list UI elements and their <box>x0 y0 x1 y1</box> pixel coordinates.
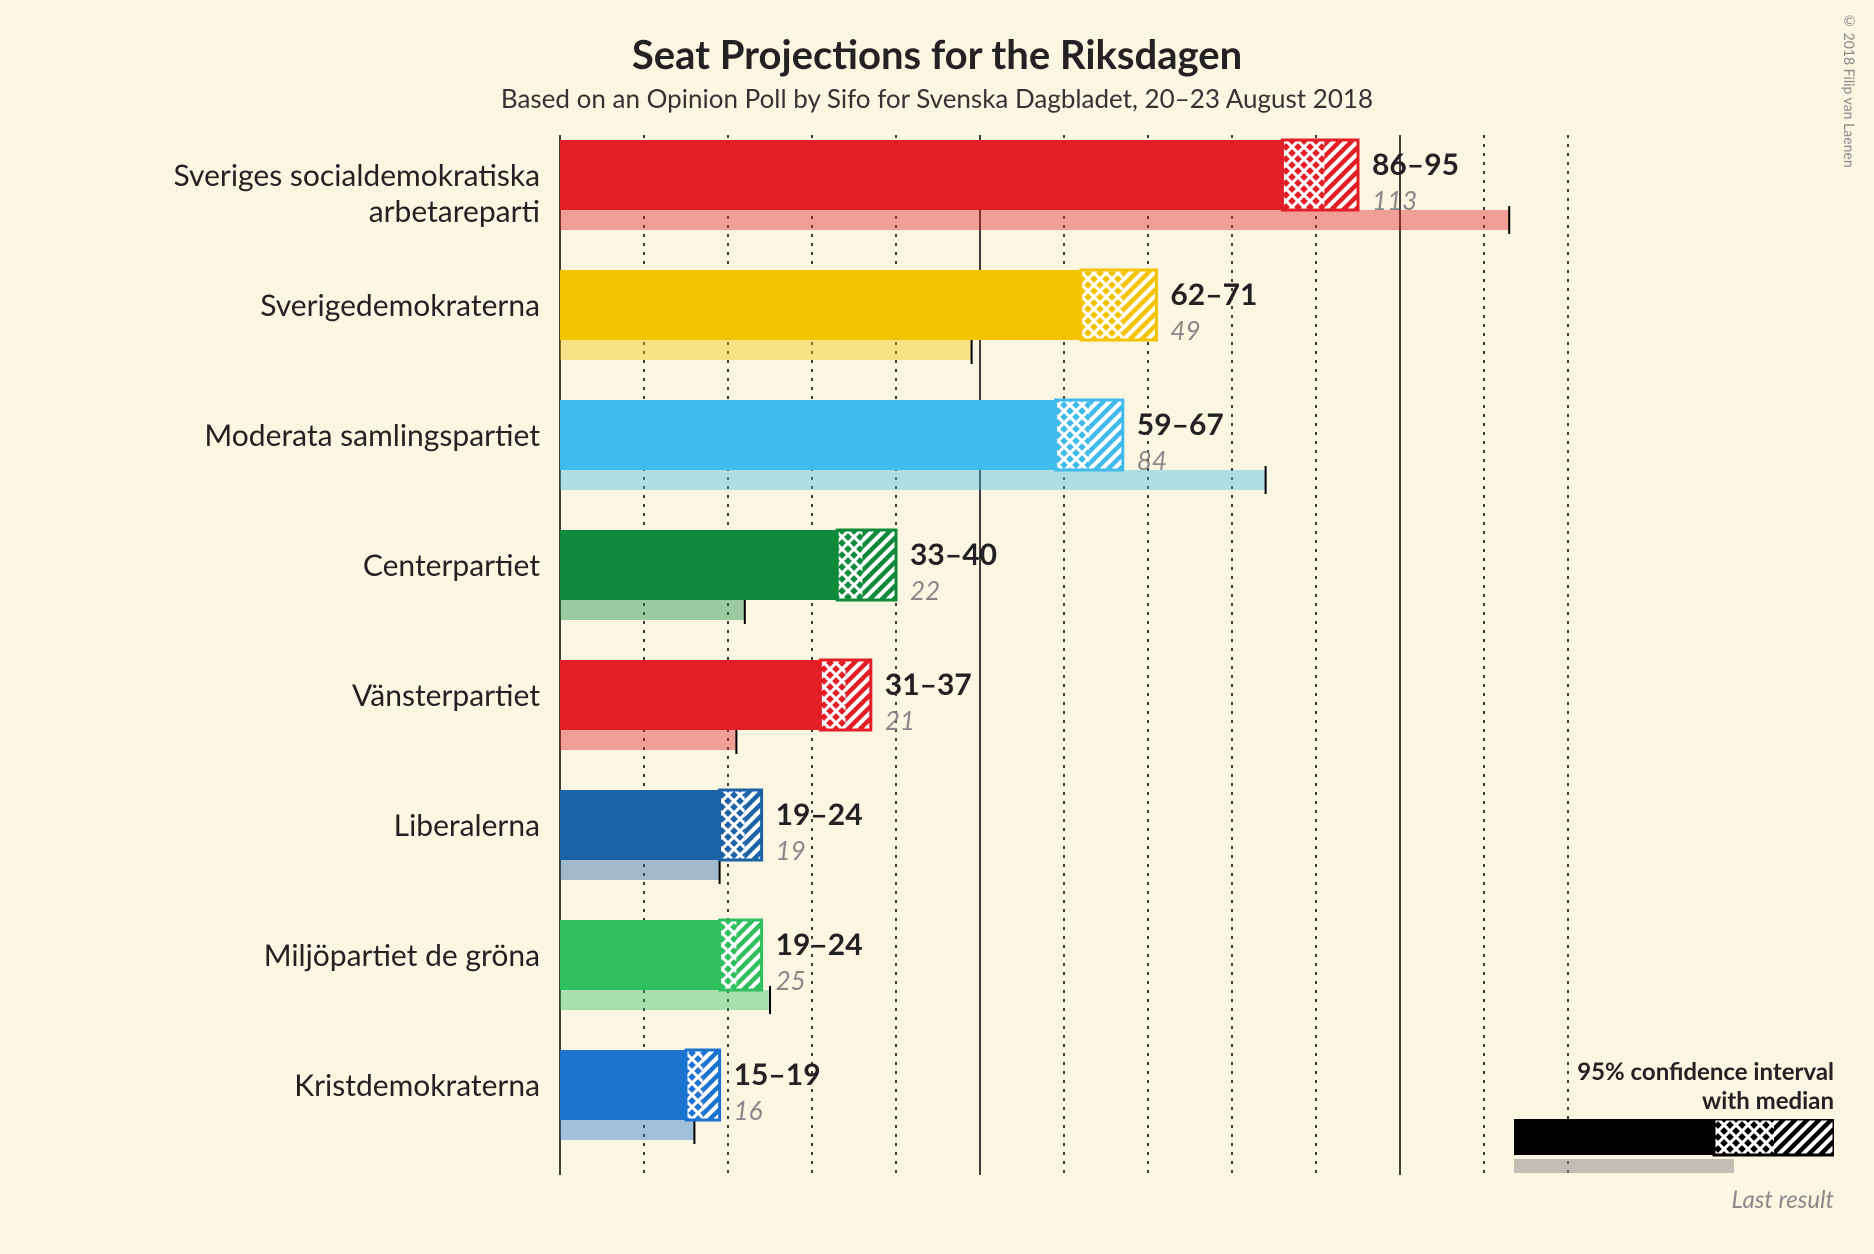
projection-bar <box>560 400 1056 470</box>
projection-bar <box>560 660 820 730</box>
party-label: Centerpartiet <box>0 547 540 583</box>
party-label: Moderata samlingspartiet <box>0 417 540 453</box>
range-label: 62–71 <box>1170 276 1257 312</box>
party-label: Kristdemokraterna <box>0 1067 540 1103</box>
previous-result-label: 25 <box>776 964 806 996</box>
party-label: Sverigedemokraterna <box>0 287 540 323</box>
range-label: 86–95 <box>1372 146 1459 182</box>
legend-ci-text: 95% confidence interval with median <box>1474 1057 1834 1115</box>
previous-result-label: 19 <box>776 834 806 866</box>
legend-swatch <box>1514 1119 1834 1179</box>
party-row <box>560 530 896 624</box>
previous-result-bar <box>560 1120 694 1140</box>
previous-result-bar <box>560 730 736 750</box>
projection-bar <box>560 1050 686 1120</box>
range-label: 33–40 <box>910 536 997 572</box>
previous-result-label: 21 <box>885 704 915 736</box>
previous-result-bar <box>560 990 770 1010</box>
projection-bar <box>560 790 720 860</box>
party-row <box>560 1050 720 1144</box>
party-row <box>560 660 871 754</box>
chart-subtitle: Based on an Opinion Poll by Sifo for Sve… <box>0 82 1874 114</box>
previous-result-label: 113 <box>1372 184 1417 216</box>
previous-result-label: 84 <box>1137 444 1167 476</box>
previous-result-label: 16 <box>734 1094 763 1126</box>
party-label: Liberalerna <box>0 807 540 843</box>
legend-last-result-text: Last result <box>1474 1185 1834 1214</box>
party-label: Vänsterpartiet <box>0 677 540 713</box>
previous-result-label: 22 <box>910 574 940 606</box>
party-row <box>560 270 1156 364</box>
projection-bar <box>560 270 1081 340</box>
projection-bar <box>560 140 1282 210</box>
chart-area <box>560 135 1610 1215</box>
range-label: 15–19 <box>734 1056 821 1092</box>
copyright: © 2018 Filip van Laenen <box>1841 12 1858 168</box>
previous-result-label: 49 <box>1170 314 1200 346</box>
range-label: 19–24 <box>776 796 863 832</box>
legend: 95% confidence interval with median Last… <box>1474 1057 1834 1214</box>
projection-bar <box>560 920 720 990</box>
bars <box>560 140 1509 1144</box>
projection-bar <box>560 530 837 600</box>
range-label: 59–67 <box>1137 406 1224 442</box>
range-label: 31–37 <box>885 666 972 702</box>
previous-result-bar <box>560 860 720 880</box>
chart-title: Seat Projections for the Riksdagen <box>0 30 1874 78</box>
party-label: Miljöpartiet de gröna <box>0 937 540 973</box>
range-label: 19–24 <box>776 926 863 962</box>
previous-result-bar <box>560 340 972 360</box>
party-row <box>560 140 1509 234</box>
previous-result-bar <box>560 210 1509 230</box>
party-label: Sveriges socialdemokratiska arbetarepart… <box>0 157 540 229</box>
party-row <box>560 790 762 884</box>
previous-result-bar <box>560 600 745 620</box>
party-row <box>560 920 770 1014</box>
